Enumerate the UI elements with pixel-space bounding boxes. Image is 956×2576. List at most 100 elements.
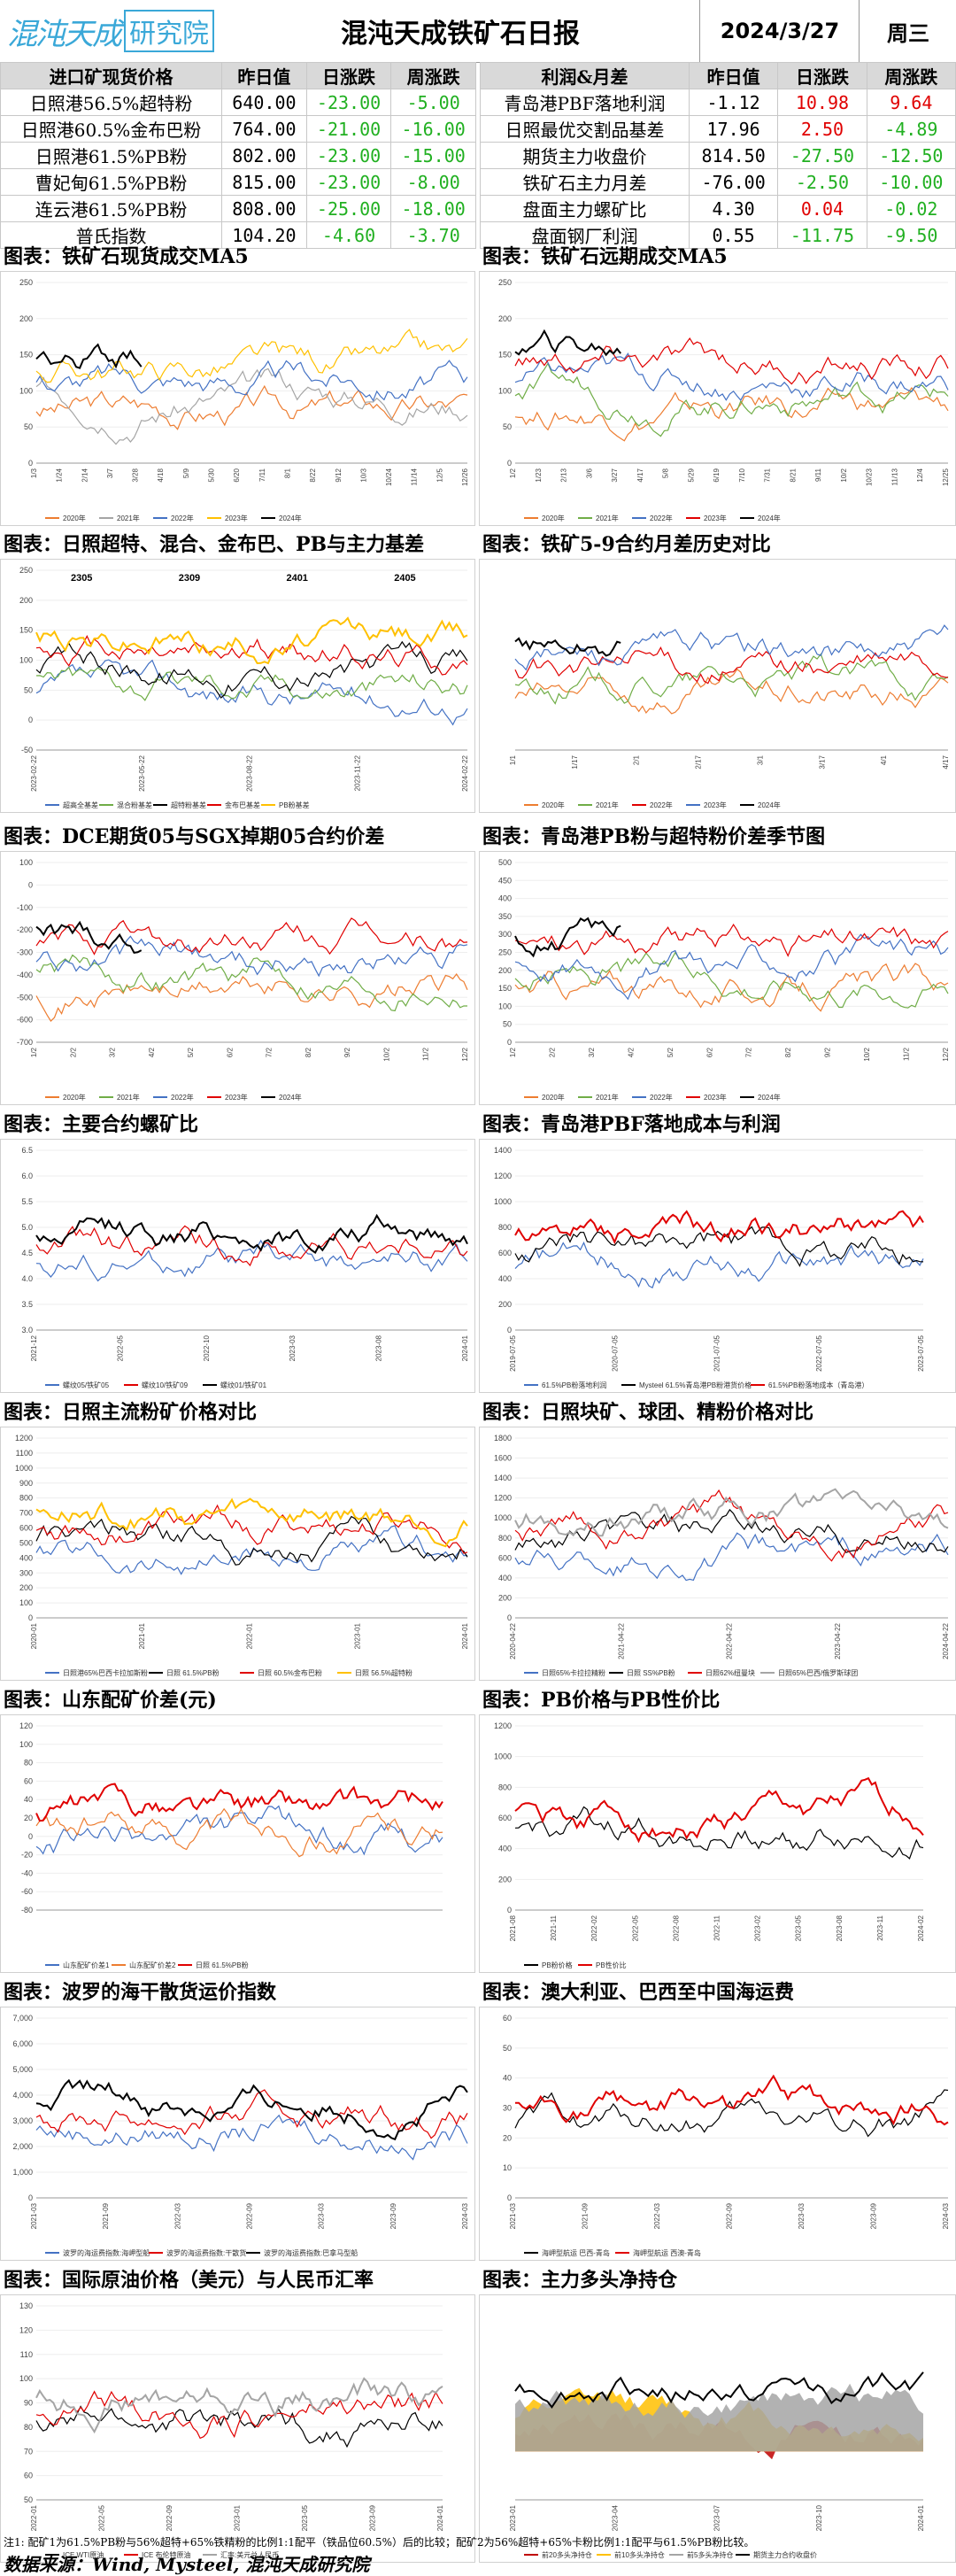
row-value: -1.12 — [688, 89, 779, 116]
legend-label: 日照 60.5%金布巴粉 — [258, 1668, 322, 1677]
row-value: 0.04 — [777, 195, 867, 222]
y-tick-label: 800 — [498, 1783, 512, 1791]
x-tick-label: 2023-01 — [509, 2504, 517, 2531]
x-tick-label: 5/9 — [182, 468, 190, 478]
chart-svg: 0 200 400 600 800 1000 1200 2021-08 2021-11 2022-… — [494, 1721, 925, 1969]
chart-svg: 2023-01 2023-04 2023-07 2023-10 2024-01 前20多头… — [509, 2371, 925, 2559]
y-tick-label: 200 — [19, 314, 33, 323]
x-tick-label: 2022-08 — [672, 1915, 680, 1941]
table-header: 进口矿现货价格 — [0, 62, 223, 89]
y-tick-label: -500 — [17, 993, 33, 1002]
x-tick-label: 4/18 — [157, 468, 165, 482]
y-tick-label: 700 — [19, 1509, 33, 1518]
row-value: -4.60 — [305, 221, 392, 249]
x-tick-label: 3/2 — [109, 1047, 117, 1057]
x-tick-label: 3/7 — [106, 468, 114, 478]
x-tick-label: 8/2 — [784, 1047, 792, 1057]
x-tick-label: 7/2 — [266, 1047, 274, 1057]
x-tick-label: 2023-02-22 — [30, 754, 38, 791]
table-header: 昨日值 — [688, 62, 779, 89]
legend-label: 2023年 — [225, 514, 248, 522]
x-tick-label: 2024-03 — [942, 2202, 950, 2229]
chart-title: 图表：主力多头净持仓 — [482, 2269, 678, 2292]
row-value: -3.70 — [390, 221, 476, 249]
x-tick-label: 11/14 — [411, 468, 419, 485]
x-tick-label: 2021-07-05 — [713, 1334, 721, 1371]
x-tick-label: 2020-04-22 — [509, 1622, 517, 1659]
legend-label: 2023年 — [704, 514, 727, 522]
y-tick-label: 500 — [498, 858, 512, 867]
table-row: 青岛港PBF落地利润 -1.12 10.98 9.64 — [480, 89, 956, 116]
chart-title: 图表：铁矿石远期成交MA5 — [482, 245, 728, 268]
row-value: -0.02 — [866, 195, 956, 222]
chart-title: 图表：DCE期货05与SGX掉期05合约价差 — [4, 825, 385, 848]
chart-svg: 0 200 400 600 800 1000 1200 1400 1600 1800 2020-04… — [494, 1434, 950, 1677]
legend-label: 2021年 — [117, 514, 140, 522]
y-tick-label: 150 — [19, 351, 33, 360]
y-tick-label: 120 — [19, 1721, 33, 1730]
table-row: 日照港56.5%超特粉 640.00 -23.00 -5.00 — [0, 89, 476, 116]
legend-label: 61.5%PB粉落地成本（青岛港） — [768, 1381, 868, 1389]
series-line — [514, 352, 949, 401]
chart-annotation: 2405 — [394, 573, 415, 584]
y-tick-label: 0 — [507, 459, 512, 468]
x-tick-label: 7/2 — [745, 1047, 753, 1057]
y-tick-label: 60 — [24, 2472, 33, 2480]
row-value: -11.75 — [777, 221, 867, 249]
chart-svg: -50 0 50 100 150 200 250 2023-02-22 2023-05-22 20… — [19, 566, 469, 809]
y-tick-label: 800 — [498, 1534, 512, 1543]
row-label: 日照最优交割品基差 — [480, 115, 690, 143]
series-line — [35, 2089, 468, 2139]
series-line — [35, 1807, 443, 1858]
series-line — [35, 1504, 468, 1554]
chart-panel: 0 50 100 150 200 250 1/2 1/23 2/13 3/6 3/27 4/17 5/8… — [479, 271, 956, 526]
row-value: 802.00 — [221, 142, 307, 169]
x-tick-label: 5/30 — [208, 468, 216, 482]
chart-panel: 0 200 400 600 800 1000 1200 2021-08 2021-11 2022-… — [479, 1714, 956, 1973]
series-line — [35, 1497, 468, 1548]
y-tick-label: 200 — [498, 1875, 512, 1884]
legend-label: ICE WTI原油 — [63, 2550, 104, 2559]
y-tick-label: 100 — [498, 386, 512, 395]
y-tick-label: 200 — [19, 1583, 33, 1592]
x-tick-label: 2023-01 — [234, 2504, 242, 2531]
y-tick-label: -60 — [21, 1887, 33, 1896]
legend-label: PB粉基差 — [279, 801, 310, 809]
y-tick-label: 1000 — [494, 1197, 512, 1206]
x-tick-label: 2023-10 — [815, 2504, 823, 2531]
footnote: 注1: 配矿1为61.5%PB粉与56%超特+65%铁精粉的比例1:1配平（铁品… — [4, 2536, 755, 2549]
series-line — [35, 2390, 443, 2440]
chart-title: 图表：国际原油价格（美元）与人民币汇率 — [4, 2269, 374, 2292]
chart-panel: 0 200 400 600 800 1000 1200 1400 2019-07-05 2020-… — [479, 1139, 956, 1393]
chart-svg: -700 -600 -500 -400 -300 -200 -100 0 100 1/2 2/2 3/… — [17, 858, 469, 1102]
x-tick-label: 1/23 — [535, 468, 543, 482]
x-tick-label: 2022-01 — [246, 1622, 254, 1649]
chart-title: 图表：铁矿5-9合约月差历史对比 — [482, 533, 771, 556]
table-row: 曹妃甸61.5%PB粉 815.00 -23.00 -8.00 — [0, 168, 476, 196]
y-tick-label: 120 — [19, 2325, 33, 2334]
y-tick-label: 100 — [19, 2374, 33, 2383]
y-tick-label: 20 — [24, 1814, 33, 1822]
x-tick-label: 2023-09 — [389, 2202, 397, 2229]
row-value: -12.50 — [866, 142, 956, 169]
row-value: -25.00 — [305, 195, 392, 222]
y-tick-label: 350 — [498, 912, 512, 921]
y-tick-label: -100 — [17, 903, 33, 912]
x-tick-label: 2024-01 — [461, 1622, 469, 1649]
legend-label: 日照62%纽曼块 — [705, 1668, 755, 1677]
legend-label: 61.5%PB粉落地利润 — [542, 1381, 606, 1389]
series-line — [514, 362, 949, 437]
series-line — [35, 917, 468, 955]
series-line — [514, 963, 949, 1012]
x-tick-label: 2023-03 — [318, 2202, 326, 2229]
x-tick-label: 5/2 — [667, 1047, 675, 1057]
series-line — [514, 2371, 924, 2410]
row-label: 连云港61.5%PB粉 — [0, 195, 223, 222]
x-tick-label: 7/31 — [764, 468, 772, 482]
y-tick-label: 1000 — [15, 1464, 33, 1473]
chart-panel: 3.0 3.5 4.0 4.5 5.0 5.5 6.0 6.5 2021-12 2022-05 20… — [0, 1139, 475, 1393]
table-header: 日涨跌 — [777, 62, 867, 89]
legend-label: 螺纹10/铁矿09 — [142, 1381, 189, 1389]
row-value: -21.00 — [305, 115, 392, 143]
x-tick-label: 12/2 — [942, 1047, 950, 1061]
